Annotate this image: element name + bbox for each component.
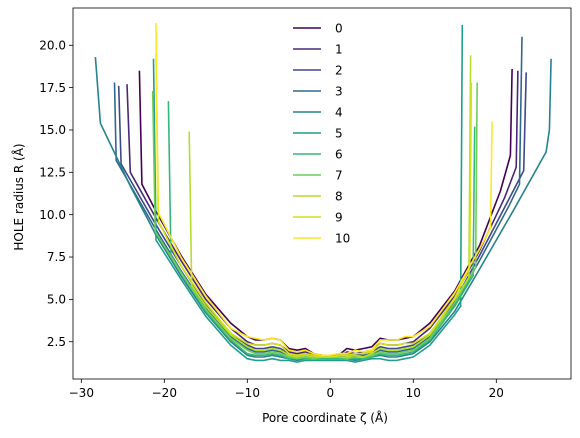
x-tick-label: −10 <box>235 386 260 400</box>
plot-frame <box>72 7 572 380</box>
series-line-5 <box>152 24 464 363</box>
legend-label-7: 7 <box>335 169 343 183</box>
legend-label-10: 10 <box>335 232 350 246</box>
series-line-2 <box>117 72 527 358</box>
series-line-6 <box>167 101 476 360</box>
legend: 0 1 2 3 4 5 6 7 8 9 10 <box>293 22 350 246</box>
legend-label-3: 3 <box>335 85 343 99</box>
y-tick-label: 15.0 <box>39 123 66 137</box>
series-line-10 <box>155 23 493 357</box>
y-tick-label: 17.5 <box>39 81 66 95</box>
x-tick-label: 10 <box>406 386 421 400</box>
series-line-7 <box>151 82 478 360</box>
y-tick-label: 20.0 <box>39 38 66 52</box>
legend-label-2: 2 <box>335 64 343 78</box>
series-line-8 <box>188 55 472 358</box>
y-tick-label: 5.0 <box>47 293 66 307</box>
legend-label-8: 8 <box>335 190 343 204</box>
y-tick-label: 10.0 <box>39 208 66 222</box>
y-tick-label: 7.5 <box>47 250 66 264</box>
y-tick-label: 2.5 <box>47 335 66 349</box>
series-line-1 <box>126 70 519 358</box>
x-tick-label: 20 <box>489 386 504 400</box>
x-tick-label: −30 <box>69 386 94 400</box>
legend-label-0: 0 <box>335 22 343 36</box>
series-line-4 <box>94 57 552 362</box>
legend-label-9: 9 <box>335 211 343 225</box>
legend-label-1: 1 <box>335 43 343 57</box>
x-tick-label: −20 <box>152 386 177 400</box>
y-tick-label: 12.5 <box>39 166 66 180</box>
x-tick-label: 0 <box>326 386 334 400</box>
y-axis-label: HOLE radius R (Å) <box>11 143 26 250</box>
axes: −30 −20 −10 0 10 202.55.07.510.012.515.017.52… <box>39 7 572 400</box>
legend-label-4: 4 <box>335 106 343 120</box>
x-axis-label: Pore coordinate ζ (Å) <box>262 410 388 425</box>
series-line-9 <box>155 53 473 358</box>
legend-label-5: 5 <box>335 127 343 141</box>
legend-label-6: 6 <box>335 148 343 162</box>
plot-area <box>94 23 552 363</box>
